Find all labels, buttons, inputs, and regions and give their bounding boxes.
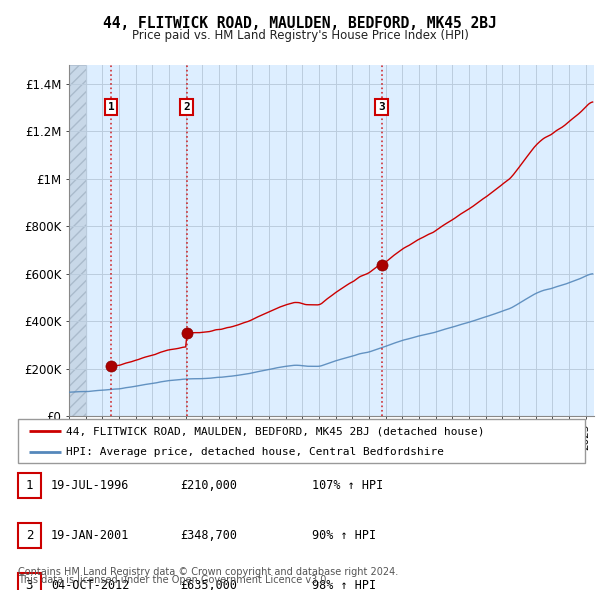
Text: £348,700: £348,700	[180, 529, 237, 542]
Text: £210,000: £210,000	[180, 478, 237, 492]
Text: 1: 1	[26, 478, 33, 492]
Text: £635,000: £635,000	[180, 579, 237, 590]
Text: 2: 2	[26, 529, 33, 542]
Text: 3: 3	[26, 579, 33, 590]
Text: 44, FLITWICK ROAD, MAULDEN, BEDFORD, MK45 2BJ (detached house): 44, FLITWICK ROAD, MAULDEN, BEDFORD, MK4…	[66, 427, 485, 436]
Text: Contains HM Land Registry data © Crown copyright and database right 2024.: Contains HM Land Registry data © Crown c…	[18, 567, 398, 577]
Text: This data is licensed under the Open Government Licence v3.0.: This data is licensed under the Open Gov…	[18, 575, 329, 585]
Text: Price paid vs. HM Land Registry's House Price Index (HPI): Price paid vs. HM Land Registry's House …	[131, 30, 469, 42]
Bar	[69, 65, 86, 416]
Text: 98% ↑ HPI: 98% ↑ HPI	[312, 579, 376, 590]
Text: HPI: Average price, detached house, Central Bedfordshire: HPI: Average price, detached house, Cent…	[66, 447, 444, 457]
Text: 19-JUL-1996: 19-JUL-1996	[51, 478, 130, 492]
FancyBboxPatch shape	[18, 419, 585, 463]
Text: 04-OCT-2012: 04-OCT-2012	[51, 579, 130, 590]
Text: 19-JAN-2001: 19-JAN-2001	[51, 529, 130, 542]
Text: 90% ↑ HPI: 90% ↑ HPI	[312, 529, 376, 542]
Text: 2: 2	[183, 102, 190, 112]
Text: 1: 1	[108, 102, 115, 112]
Text: 44, FLITWICK ROAD, MAULDEN, BEDFORD, MK45 2BJ: 44, FLITWICK ROAD, MAULDEN, BEDFORD, MK4…	[103, 16, 497, 31]
Text: 3: 3	[378, 102, 385, 112]
Text: 107% ↑ HPI: 107% ↑ HPI	[312, 478, 383, 492]
Bar	[69, 65, 86, 416]
